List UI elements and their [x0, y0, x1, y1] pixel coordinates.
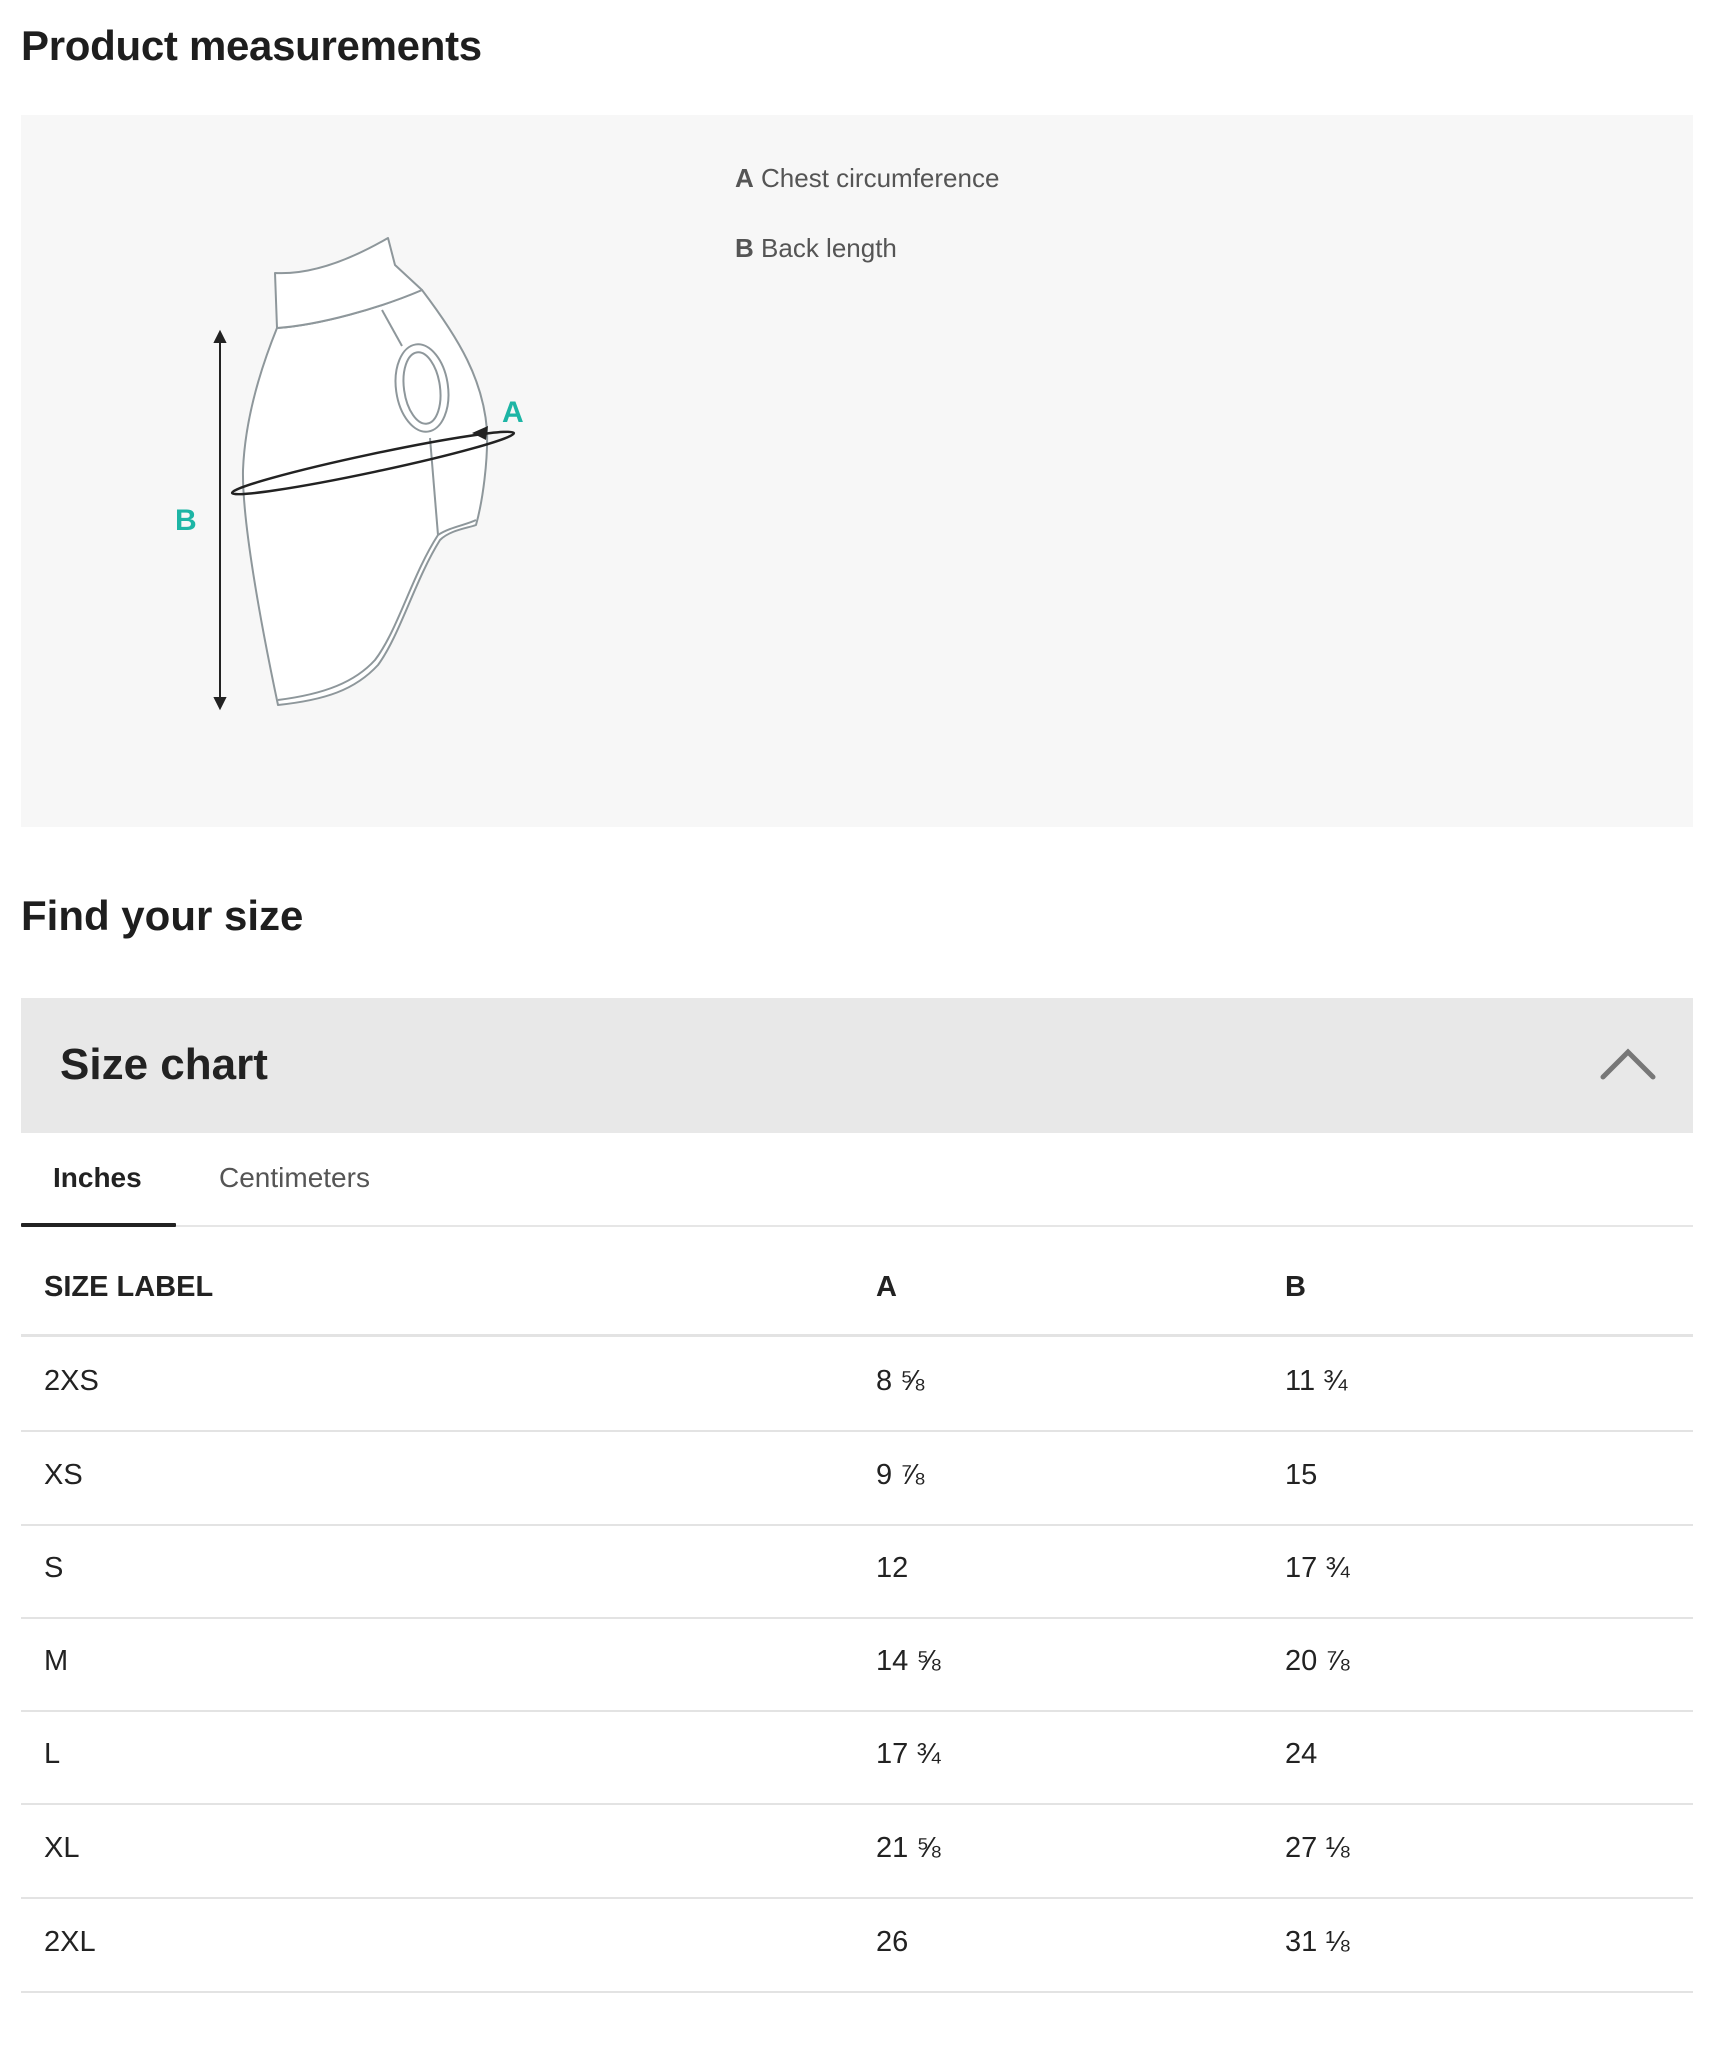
- column-header-b: B: [1285, 1271, 1306, 1303]
- cell-size: S: [44, 1552, 64, 1584]
- cell-size: M: [44, 1645, 69, 1677]
- cell-b: 20 ⅞: [1285, 1645, 1350, 1677]
- tab-centimeters[interactable]: Centimeters: [219, 1162, 370, 1193]
- size-chart-title: Size chart: [60, 1040, 268, 1089]
- table-row: M 14 ⅝ 20 ⅞: [21, 1617, 1693, 1712]
- garment-body: [241, 289, 489, 706]
- legend-key: B: [735, 233, 754, 263]
- cell-b: 24: [1285, 1738, 1318, 1770]
- cell-size: 2XL: [44, 1926, 96, 1958]
- cell-b: 15: [1285, 1459, 1318, 1491]
- cell-a: 12: [876, 1552, 909, 1584]
- legend-label: Chest circumference: [761, 163, 1000, 193]
- table-row: 2XS 8 ⅝ 11 ¾: [21, 1337, 1693, 1432]
- cell-size: L: [44, 1738, 61, 1770]
- cell-a: 26: [876, 1926, 909, 1958]
- cell-a: 21 ⅝: [876, 1832, 941, 1864]
- cell-a: 8 ⅝: [876, 1365, 925, 1397]
- chevron-up-icon[interactable]: [1598, 1041, 1658, 1085]
- table-row: XS 9 ⅞ 15: [21, 1431, 1693, 1526]
- cell-b: 27 ⅛: [1285, 1832, 1350, 1864]
- page-title: Product measurements: [21, 22, 482, 69]
- arrow-icon: [472, 426, 488, 440]
- cell-size: XL: [44, 1832, 80, 1864]
- find-size-heading: Find your size: [21, 892, 304, 939]
- cell-size: 2XS: [44, 1365, 99, 1397]
- back-length-arrow: [213, 329, 227, 711]
- cell-b: 17 ¾: [1285, 1552, 1350, 1584]
- table-row: S 12 17 ¾: [21, 1524, 1693, 1619]
- cell-a: 9 ⅞: [876, 1459, 925, 1491]
- table-row: L 17 ¾ 24: [21, 1710, 1693, 1805]
- tab-inches[interactable]: Inches: [53, 1162, 142, 1193]
- tab-divider: [21, 1225, 1693, 1227]
- table-row: XL 21 ⅝ 27 ⅛: [21, 1804, 1693, 1899]
- diagram-label-a: A: [502, 396, 524, 429]
- garment-collar: [274, 237, 423, 329]
- cell-b: 11 ¾: [1285, 1365, 1348, 1397]
- legend-chest: A Chest circumference: [735, 163, 999, 194]
- legend-label: Back length: [761, 233, 897, 263]
- legend-key: A: [735, 163, 754, 193]
- cell-a: 14 ⅝: [876, 1645, 941, 1677]
- cell-size: XS: [44, 1459, 83, 1491]
- active-tab-indicator: [21, 1223, 176, 1227]
- chest-measure-ring: [230, 430, 516, 496]
- column-header-size-label: SIZE LABEL: [44, 1271, 214, 1303]
- table-row: 2XL 26 31 ⅛: [21, 1898, 1693, 1993]
- column-header-a: A: [876, 1271, 897, 1303]
- diagram-label-b: B: [175, 504, 197, 537]
- dog-sweater-diagram: A B: [175, 237, 524, 711]
- header-divider: [21, 1334, 1693, 1337]
- legend-back: B Back length: [735, 233, 897, 264]
- cell-a: 17 ¾: [876, 1738, 941, 1770]
- size-chart-accordion-header[interactable]: Size chart: [21, 998, 1693, 1133]
- cell-b: 31 ⅛: [1285, 1926, 1350, 1958]
